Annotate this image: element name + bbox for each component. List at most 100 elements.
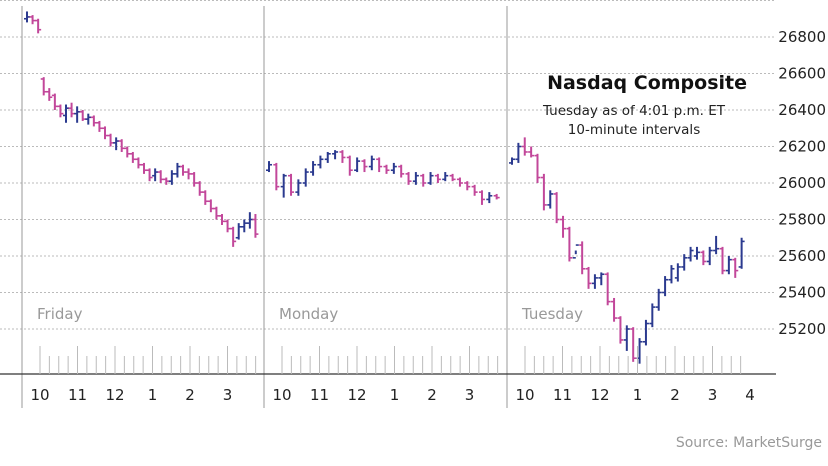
price-bar: [118, 139, 125, 152]
chart-title: Nasdaq Composite: [547, 72, 747, 94]
price-bar: [310, 161, 317, 176]
y-axis-ticks: 25200 25400 25600 25800 26000 26200 26400 26600…: [778, 28, 826, 338]
price-bar: [642, 319, 649, 346]
price-bar: [196, 181, 203, 196]
price-bar: [202, 190, 209, 205]
grid-lines: [0, 0, 776, 330]
price-bar: [611, 297, 618, 322]
price-bar: [288, 173, 295, 196]
price-bar: [273, 162, 280, 191]
price-bar: [442, 172, 449, 182]
price-bar: [449, 173, 456, 182]
price-bar: [540, 173, 547, 211]
price-bars: [24, 11, 745, 364]
price-bar: [90, 115, 97, 127]
price-bar: [361, 159, 368, 173]
price-bar: [79, 110, 86, 121]
price-bar: [57, 104, 64, 118]
price-bar: [368, 155, 375, 171]
price-bar: [102, 126, 108, 140]
y-tick-label: 26200: [778, 138, 826, 156]
price-bar: [390, 162, 397, 174]
x-axis: [0, 346, 776, 375]
price-bar: [85, 113, 92, 125]
price-bar: [63, 104, 69, 123]
price-bar: [51, 93, 58, 110]
hour-label: 3: [223, 386, 233, 404]
y-tick-label: 26000: [778, 174, 826, 192]
hour-labels: 10 11 12 1 2 3 10 11 12 1 2 3 10 11 12 1 2 3 4: [30, 386, 754, 404]
price-bar: [332, 150, 339, 160]
chart-subtitle-line-1: Tuesday as of 4:01 p.m. ET: [542, 103, 726, 119]
price-bar: [478, 190, 485, 205]
price-bar: [649, 303, 656, 328]
price-bar: [398, 164, 405, 178]
price-bar: [566, 226, 573, 262]
price-bar: [280, 173, 287, 198]
price-bar: [124, 146, 131, 158]
price-bar: [266, 161, 272, 173]
price-bar: [174, 162, 181, 178]
hour-label: 11: [68, 386, 87, 404]
y-tick-label: 25800: [778, 211, 826, 229]
price-bar: [241, 219, 248, 233]
price-bar: [738, 237, 745, 269]
price-bar: [700, 250, 707, 266]
source-note: Source: MarketSurge: [676, 435, 822, 451]
price-bar: [74, 106, 81, 123]
price-bar: [534, 153, 541, 183]
price-bar: [107, 133, 114, 147]
price-bar: [521, 137, 528, 156]
price-bar: [668, 265, 675, 284]
price-bar: [515, 142, 522, 163]
price-bar: [585, 266, 592, 289]
price-bar: [35, 18, 42, 34]
price-bar: [68, 102, 75, 118]
hour-label: 10: [30, 386, 49, 404]
price-bar: [713, 235, 720, 255]
price-bar: [630, 327, 637, 362]
price-bar: [681, 254, 688, 271]
price-bar: [471, 184, 478, 196]
price-bar: [324, 151, 331, 163]
price-bar: [213, 206, 220, 220]
day-label: Monday: [279, 305, 338, 323]
price-bar: [376, 157, 383, 173]
price-bar: [252, 214, 259, 238]
price-bar: [113, 137, 120, 151]
price-bar: [706, 246, 713, 266]
price-bar: [40, 77, 47, 96]
price-bar: [383, 164, 390, 174]
price-bar: [434, 173, 441, 183]
price-bar: [655, 288, 662, 311]
price-bar: [185, 168, 192, 180]
price-bar: [163, 177, 170, 185]
hour-label: 12: [590, 386, 609, 404]
price-bar: [46, 88, 53, 101]
hour-label: 1: [148, 386, 158, 404]
price-bar: [662, 276, 669, 297]
price-bar: [420, 173, 427, 187]
price-bar: [24, 11, 30, 23]
hour-label: 2: [427, 386, 437, 404]
hour-label: 3: [465, 386, 475, 404]
price-bar: [141, 162, 147, 174]
price-bar: [224, 219, 231, 233]
price-bar: [412, 172, 419, 185]
price-bar: [464, 181, 471, 191]
price-bar: [456, 177, 463, 187]
price-bar: [591, 274, 598, 289]
price-bar: [674, 263, 681, 282]
hour-label: 1: [633, 386, 643, 404]
price-bar: [427, 172, 434, 185]
price-bar: [135, 157, 142, 169]
price-bar: [617, 316, 624, 344]
price-bar: [157, 170, 164, 183]
hour-label: 2: [185, 386, 195, 404]
price-bar: [317, 155, 324, 169]
price-bar: [219, 214, 225, 225]
price-bar: [207, 199, 214, 213]
day-labels: Friday Monday Tuesday: [37, 305, 583, 323]
price-bar: [168, 170, 175, 185]
y-tick-label: 26400: [778, 101, 826, 119]
